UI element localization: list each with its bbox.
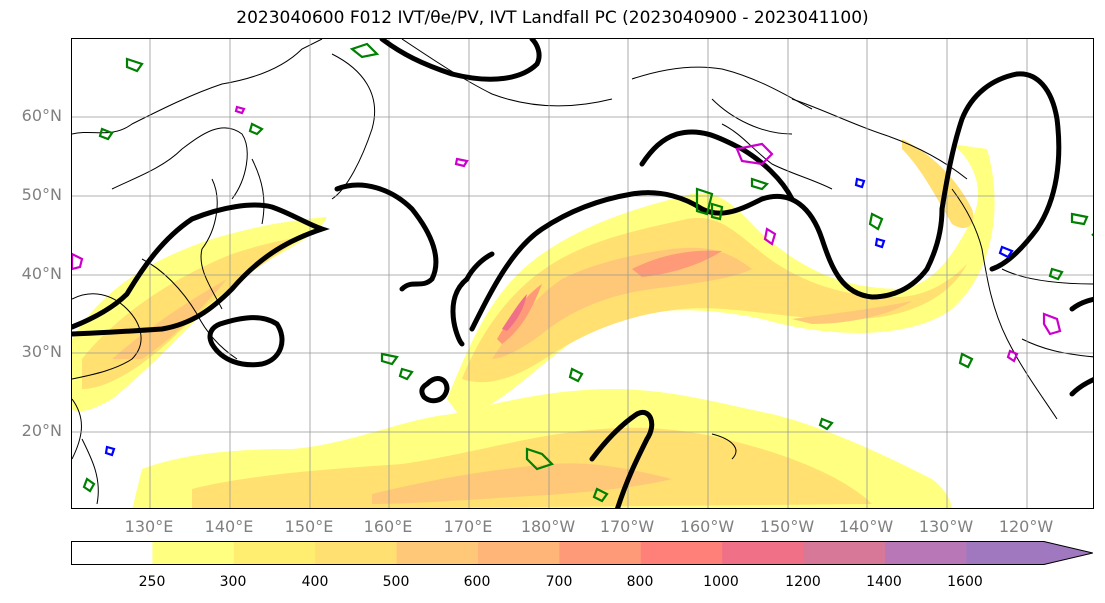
thetae-contours (72, 39, 1093, 508)
lat-label-30n: 30°N (21, 342, 62, 361)
lon-label-180w: 180°W (520, 517, 576, 536)
lon-label-170e: 170°E (443, 517, 493, 536)
colorbar-segment (803, 541, 886, 565)
map-svg (72, 39, 1093, 508)
colorbar (71, 541, 1101, 569)
colorbar-segment (640, 541, 723, 565)
colorbar-segment (722, 541, 805, 565)
colorbar-tick-label: 800 (626, 574, 654, 590)
colorbar-tick-label: 250 (138, 574, 166, 590)
lon-label-120w: 120°W (998, 517, 1054, 536)
lat-label-60n: 60°N (21, 106, 62, 125)
colorbar-tick-label: 300 (219, 574, 247, 590)
colorbar-svg (71, 541, 1093, 565)
lon-label-170w: 170°W (599, 517, 655, 536)
colorbar-tick-label: 700 (545, 574, 573, 590)
lon-label-150w: 150°W (759, 517, 815, 536)
lon-label-130e: 130°E (124, 517, 174, 536)
pv-contours-magenta (72, 105, 1062, 363)
colorbar-segment (315, 541, 398, 565)
colorbar-segment (966, 541, 1093, 565)
lon-label-140w: 140°W (838, 517, 894, 536)
lat-label-50n: 50°N (21, 185, 62, 204)
lon-label-130w: 130°W (918, 517, 974, 536)
colorbar-segment (152, 541, 235, 565)
colorbar-segment (559, 541, 642, 565)
ivt-shading (72, 139, 995, 508)
lon-label-140e: 140°E (204, 517, 254, 536)
pv-contours-blue (104, 177, 1014, 457)
colorbar-segment (885, 541, 967, 565)
colorbar-segment (396, 541, 479, 565)
lat-label-20n: 20°N (21, 421, 62, 440)
plot-title: 2023040600 F012 IVT/θe/PV, IVT Landfall … (236, 8, 869, 28)
colorbar-tick-label: 600 (463, 574, 491, 590)
colorbar-tick-label: 1000 (703, 574, 739, 590)
map-panel (71, 38, 1094, 509)
lon-label-150e: 150°E (284, 517, 334, 536)
colorbar-tick-label: 400 (301, 574, 329, 590)
lon-label-160w: 160°W (679, 517, 735, 536)
pv-contours-green (82, 42, 1093, 503)
colorbar-tick-label: 500 (382, 574, 410, 590)
lon-label-160e: 160°E (363, 517, 413, 536)
colorbar-segment (233, 541, 316, 565)
colorbar-tick-label: 1400 (866, 574, 902, 590)
colorbar-tick-label: 1600 (947, 574, 983, 590)
colorbar-segment (71, 541, 153, 565)
lat-label-40n: 40°N (21, 264, 62, 283)
colorbar-outline (71, 541, 1093, 565)
colorbar-tick-label: 1200 (785, 574, 821, 590)
colorbar-segment (478, 541, 560, 565)
